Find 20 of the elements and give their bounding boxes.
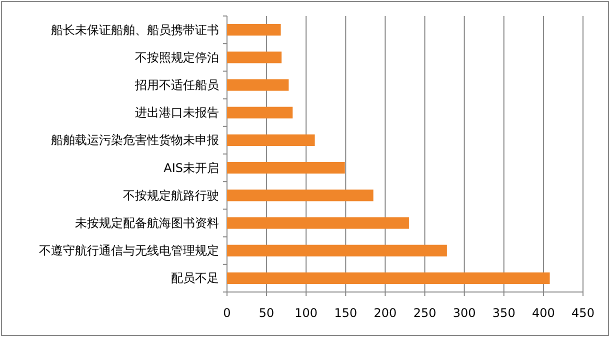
y-tick-label: AIS未开启	[164, 160, 219, 175]
x-tick-label: 450	[572, 306, 594, 320]
y-tick-label: 配员不足	[171, 271, 219, 286]
y-tick-label: 船舶载运污染危害性货物未申报	[51, 133, 219, 148]
x-tick-label: 100	[294, 306, 318, 320]
y-tick-label: 船长未保证船舶、船员携带证书	[51, 22, 219, 37]
y-tick-label: 不遵守航行通信与无线电管理规定	[39, 244, 219, 258]
x-tick-label: 200	[374, 306, 397, 320]
y-tick-label: 未按规定配备航海图书资料	[75, 216, 219, 230]
x-tick-label: 0	[223, 306, 231, 320]
y-tick-label: 招用不适任船员	[134, 78, 219, 92]
y-tick-label: 进出港口未报告	[135, 106, 219, 120]
x-tick-label: 400	[532, 306, 555, 320]
x-tick-label: 50	[258, 306, 274, 320]
x-tick-label: 350	[492, 306, 516, 320]
x-tick-label: 300	[452, 306, 476, 320]
y-tick-label: 不按照规定停泊	[135, 50, 219, 64]
x-tick-label: 150	[334, 306, 358, 320]
y-tick-label: 不按规定航路行驶	[123, 188, 219, 202]
x-tick-label: 250	[413, 306, 436, 320]
